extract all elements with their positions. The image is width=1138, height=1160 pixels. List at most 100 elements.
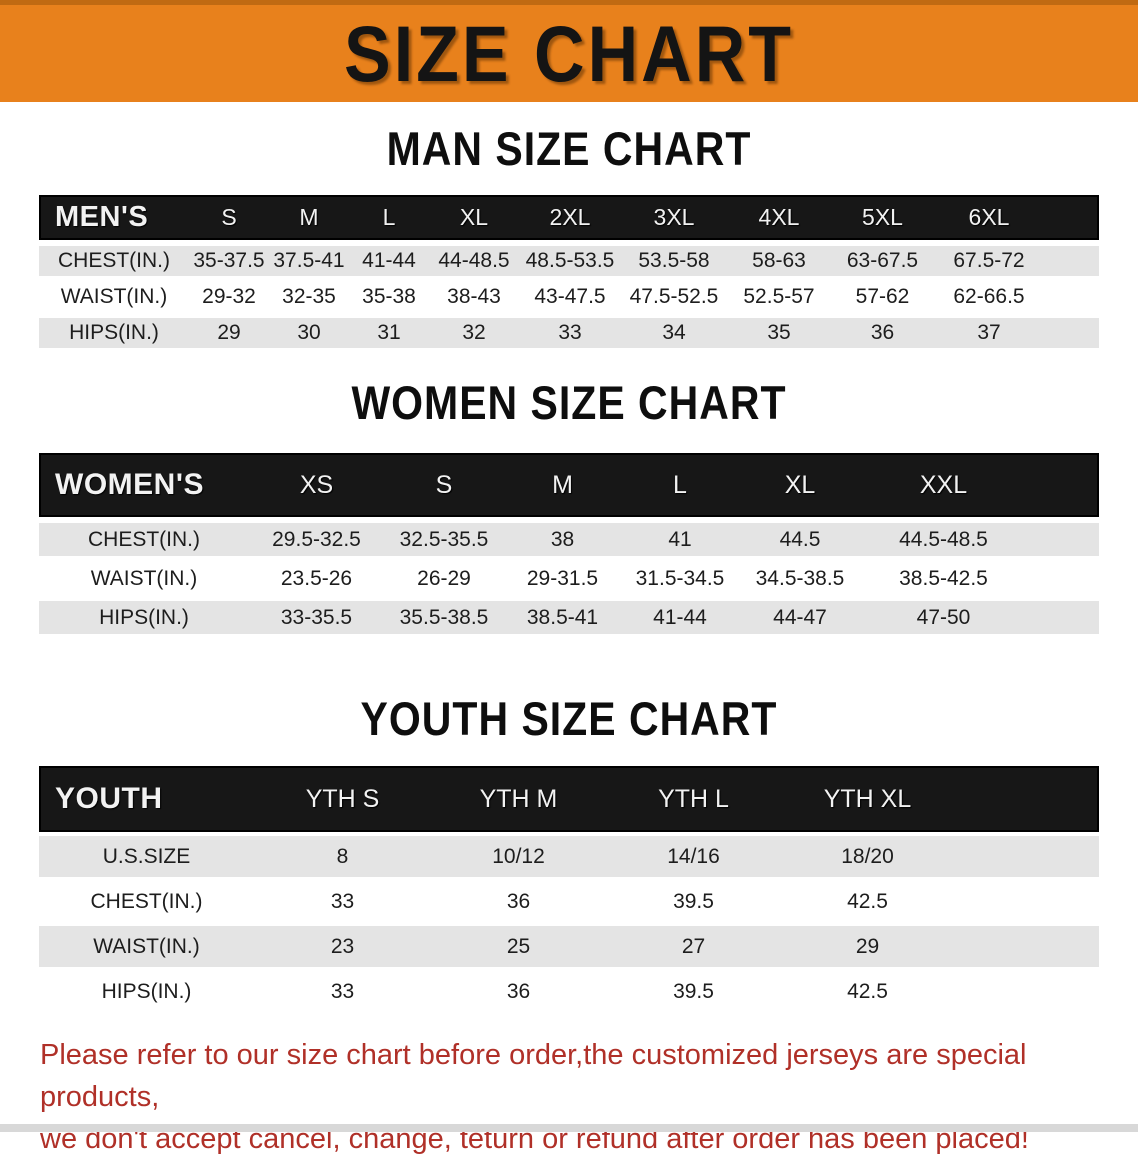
size-value-cell: 38.5-42.5 bbox=[899, 566, 988, 590]
size-value-cell: 33 bbox=[330, 889, 355, 913]
size-value-cell: 23.5-26 bbox=[280, 566, 353, 590]
size-value-cell: 32.5-35.5 bbox=[399, 527, 489, 551]
size-value-cell: 36 bbox=[870, 321, 895, 344]
size-column-header: M bbox=[299, 204, 319, 230]
size-value-cell: 33 bbox=[558, 321, 582, 344]
row-label: HIPS(IN.) bbox=[69, 321, 159, 344]
size-column-header: 3XL bbox=[653, 204, 695, 230]
size-column-header: S bbox=[435, 470, 453, 499]
row-label: U.S.SIZE bbox=[102, 844, 191, 868]
size-column-header: YTH S bbox=[305, 784, 380, 813]
size-value-cell: 58-63 bbox=[752, 249, 806, 272]
size-value-cell: 37 bbox=[977, 321, 1001, 344]
table-row: HIPS(IN.) 33-35.5 35.5-38.5 38.5-41 41-44 44-… bbox=[39, 601, 1099, 634]
youth-size-section: YOUTH SIZE CHART YOUTH YTH S YTH M YTH L YTH… bbox=[39, 692, 1099, 1012]
size-value-cell: 33-35.5 bbox=[280, 605, 353, 629]
table-row: CHEST(IN.) 33 36 39.5 42.5 bbox=[39, 881, 1099, 922]
table-row: CHEST(IN.) 35-37.5 37.5-41 41-44 44-48.5 48.5… bbox=[39, 246, 1099, 276]
size-column-header: L bbox=[382, 204, 396, 230]
men-size-section: MAN SIZE CHART MEN'S S M L XL 2XL 3XL 4XL 5XL 6XL… bbox=[39, 122, 1099, 348]
row-label: CHEST(IN.) bbox=[58, 249, 170, 272]
size-column-header: XXL bbox=[919, 470, 968, 499]
size-value-cell: 62-66.5 bbox=[953, 285, 1025, 308]
size-value-cell: 29 bbox=[855, 934, 880, 958]
size-value-cell: 27 bbox=[681, 934, 706, 958]
youth-section-title: YOUTH SIZE CHART bbox=[360, 692, 778, 746]
size-column-header: M bbox=[552, 470, 573, 499]
size-value-cell: 31 bbox=[377, 321, 401, 344]
size-value-cell: 26-29 bbox=[417, 566, 471, 590]
size-value-cell: 47.5-52.5 bbox=[629, 285, 719, 308]
size-value-cell: 37.5-41 bbox=[273, 249, 345, 272]
table-row: U.S.SIZE 8 10/12 14/16 18/20 bbox=[39, 836, 1099, 877]
banner-title: SIZE CHART bbox=[344, 9, 794, 98]
size-value-cell: 30 bbox=[297, 321, 321, 344]
table-row: WAIST(IN.) 23 25 27 29 bbox=[39, 926, 1099, 967]
table-row: HIPS(IN.) 33 36 39.5 42.5 bbox=[39, 971, 1099, 1012]
size-value-cell: 48.5-53.5 bbox=[525, 249, 615, 272]
size-value-cell: 67.5-72 bbox=[953, 249, 1025, 272]
table-row: CHEST(IN.) 29.5-32.5 32.5-35.5 38 41 44.5 44.5… bbox=[39, 523, 1099, 556]
row-label: WAIST(IN.) bbox=[60, 285, 168, 308]
row-label: WAIST(IN.) bbox=[90, 566, 198, 590]
size-value-cell: 53.5-58 bbox=[638, 249, 710, 272]
size-column-header: 4XL bbox=[758, 204, 800, 230]
size-column-header: XL bbox=[459, 204, 489, 230]
table-row: WAIST(IN.) 23.5-26 26-29 29-31.5 31.5-34.5 34… bbox=[39, 562, 1099, 595]
size-value-cell: 33 bbox=[330, 979, 355, 1003]
row-label: CHEST(IN.) bbox=[88, 527, 200, 551]
size-value-cell: 41-44 bbox=[653, 605, 707, 629]
size-value-cell: 38 bbox=[550, 527, 575, 551]
size-value-cell: 25 bbox=[506, 934, 531, 958]
row-label: HIPS(IN.) bbox=[99, 605, 189, 629]
size-column-header: XS bbox=[299, 470, 334, 499]
size-value-cell: 38-43 bbox=[447, 285, 501, 308]
row-label: CHEST(IN.) bbox=[90, 889, 203, 913]
size-value-cell: 34 bbox=[662, 321, 686, 344]
size-column-header: 6XL bbox=[968, 204, 1010, 230]
table-header-label: YOUTH bbox=[55, 782, 163, 815]
size-value-cell: 35.5-38.5 bbox=[399, 605, 489, 629]
size-column-header: 2XL bbox=[549, 204, 591, 230]
table-header-row: YOUTH YTH S YTH M YTH L YTH XL bbox=[39, 766, 1099, 832]
size-value-cell: 18/20 bbox=[841, 844, 894, 868]
table-row: WAIST(IN.) 29-32 32-35 35-38 38-43 43-47.5 47.… bbox=[39, 282, 1099, 312]
size-value-cell: 8 bbox=[336, 844, 349, 868]
size-column-header: YTH L bbox=[658, 784, 729, 813]
table-header-label: MEN'S bbox=[55, 201, 149, 233]
size-value-cell: 42.5 bbox=[847, 889, 888, 913]
size-value-cell: 41-44 bbox=[362, 249, 416, 272]
size-value-cell: 34.5-38.5 bbox=[755, 566, 845, 590]
women-section-title: WOMEN SIZE CHART bbox=[351, 376, 787, 430]
size-column-header: L bbox=[673, 470, 687, 499]
size-value-cell: 47-50 bbox=[916, 605, 971, 629]
women-size-section: WOMEN SIZE CHART WOMEN'S XS S M L XL XXL CHEST(… bbox=[39, 376, 1099, 634]
size-value-cell: 39.5 bbox=[673, 889, 714, 913]
size-value-cell: 32 bbox=[462, 321, 486, 344]
size-value-cell: 43-47.5 bbox=[534, 285, 606, 308]
size-value-cell: 29 bbox=[217, 321, 241, 344]
size-value-cell: 36 bbox=[506, 889, 531, 913]
disclaimer-text: Please refer to our size chart before or… bbox=[40, 1034, 1138, 1160]
size-value-cell: 35-38 bbox=[362, 285, 416, 308]
size-value-cell: 23 bbox=[330, 934, 355, 958]
size-column-header: YTH M bbox=[479, 784, 558, 813]
size-value-cell: 32-35 bbox=[282, 285, 336, 308]
size-value-cell: 63-67.5 bbox=[846, 249, 919, 272]
men-section-title: MAN SIZE CHART bbox=[386, 122, 752, 176]
table-header-row: MEN'S S M L XL 2XL 3XL 4XL 5XL 6XL bbox=[39, 195, 1099, 240]
size-value-cell: 14/16 bbox=[667, 844, 720, 868]
size-value-cell: 38.5-41 bbox=[526, 605, 599, 629]
size-value-cell: 31.5-34.5 bbox=[635, 566, 725, 590]
size-value-cell: 44-48.5 bbox=[438, 249, 510, 272]
bottom-edge-strip bbox=[0, 1124, 1138, 1132]
size-value-cell: 35 bbox=[767, 321, 791, 344]
size-value-cell: 42.5 bbox=[847, 979, 888, 1003]
size-value-cell: 36 bbox=[506, 979, 531, 1003]
size-column-header: S bbox=[221, 204, 237, 230]
size-value-cell: 39.5 bbox=[673, 979, 714, 1003]
disclaimer-line-1: Please refer to our size chart before or… bbox=[40, 1039, 1027, 1114]
size-value-cell: 52.5-57 bbox=[743, 285, 815, 308]
row-label: WAIST(IN.) bbox=[93, 934, 200, 958]
size-column-header: YTH XL bbox=[823, 784, 912, 813]
